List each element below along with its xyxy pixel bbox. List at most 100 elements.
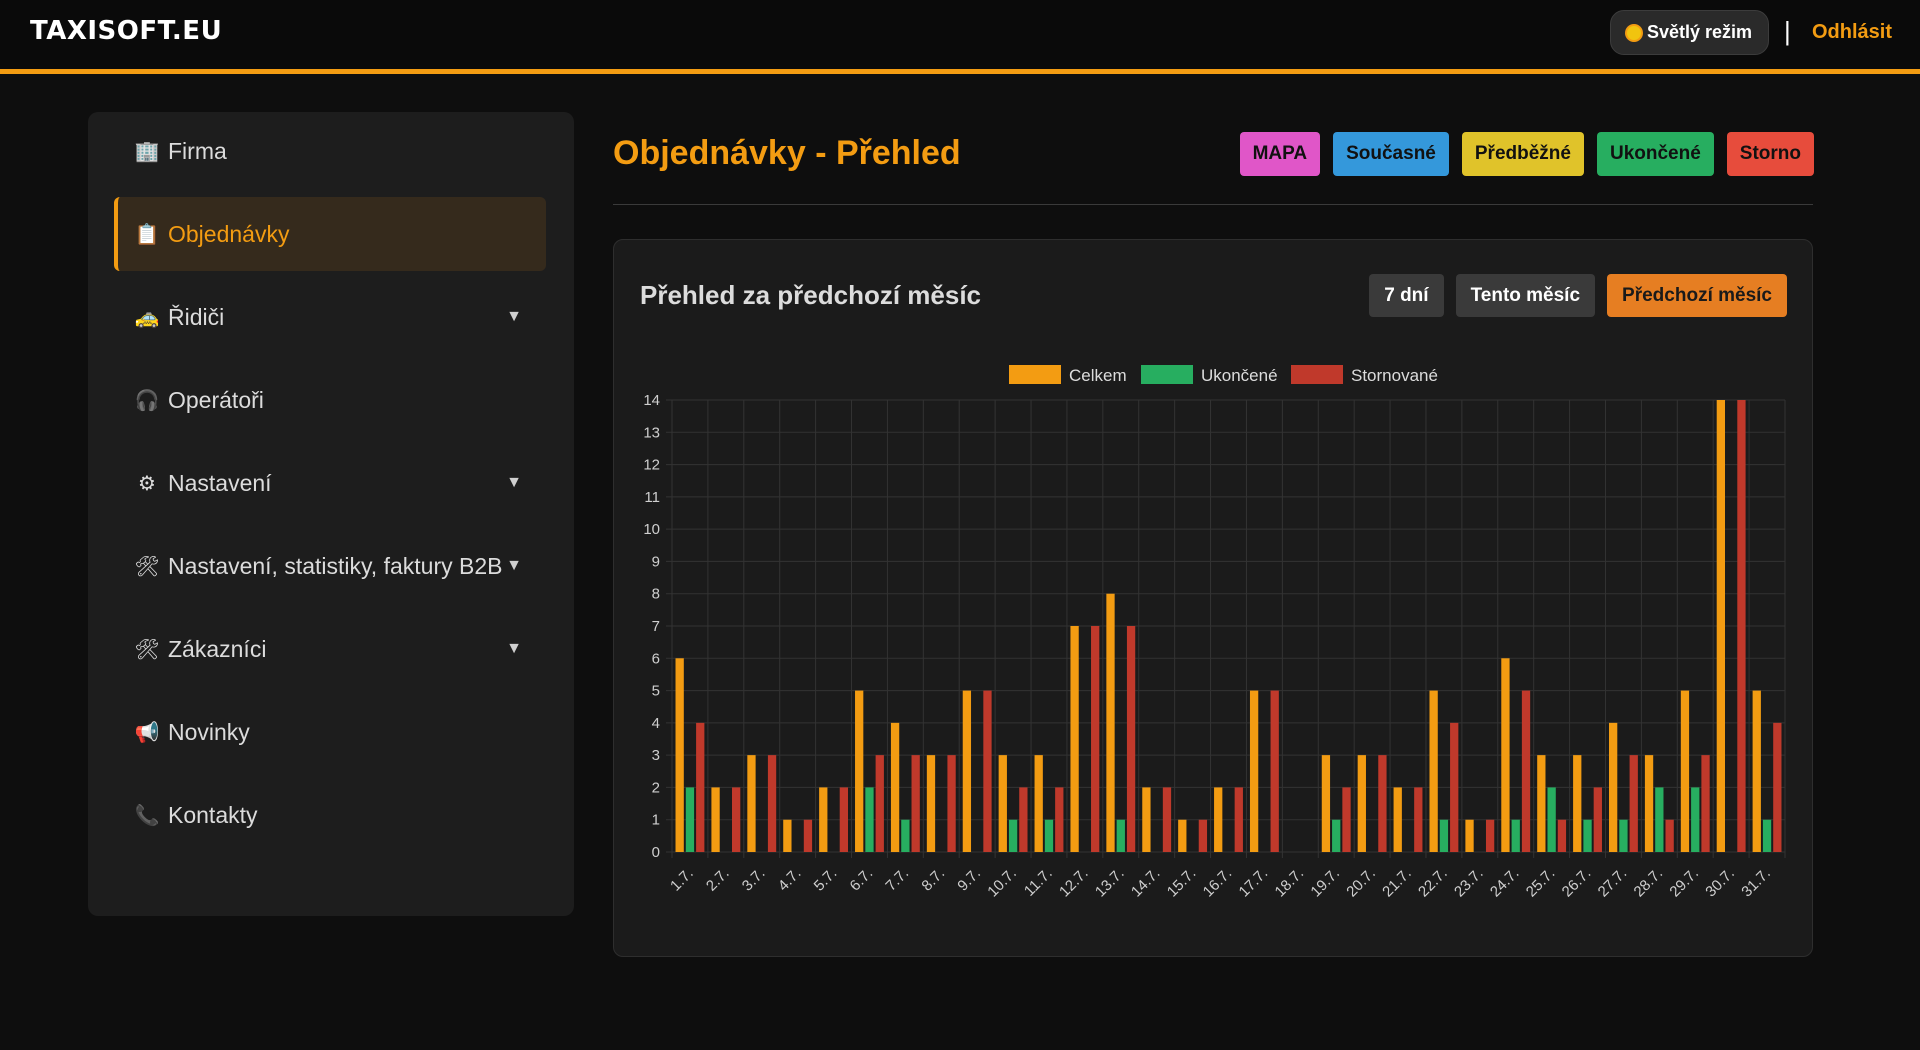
- bar-celkem: [1034, 755, 1043, 852]
- title-divider: [613, 204, 1813, 205]
- sidebar-item-2[interactable]: 📋 Objednávky: [114, 197, 546, 271]
- x-tick-label: 15.7.: [1164, 865, 1200, 901]
- y-tick-label: 9: [652, 553, 660, 570]
- bar-ukončené: [685, 787, 695, 852]
- bar-stornované: [1557, 819, 1567, 852]
- sidebar-item-9[interactable]: 📞 Kontakty: [114, 778, 546, 852]
- y-tick-label: 2: [652, 779, 660, 796]
- filter-button-4[interactable]: Ukončené: [1596, 132, 1714, 176]
- sidebar-item-8[interactable]: 📢 Novinky: [114, 695, 546, 769]
- bar-stornované: [1091, 626, 1100, 852]
- filter-button-5[interactable]: Storno: [1726, 132, 1814, 176]
- x-tick-label: 16.7.: [1200, 865, 1236, 901]
- x-tick-label: 1.7.: [667, 865, 697, 895]
- bar-celkem: [1214, 787, 1223, 852]
- sidebar-item-3[interactable]: 🚕 Řidiči ▼: [114, 280, 546, 354]
- x-tick-label: 25.7.: [1523, 865, 1559, 901]
- bar-celkem: [1501, 658, 1510, 852]
- sun-icon: [1627, 25, 1641, 40]
- bar-ukončené: [1655, 787, 1664, 852]
- chevron-down-icon[interactable]: ▼: [506, 308, 522, 325]
- bar-celkem: [1070, 626, 1079, 852]
- bar-celkem: [855, 690, 864, 852]
- filter-button-3[interactable]: Předběžné: [1461, 132, 1584, 176]
- x-tick-label: 7.7.: [882, 865, 912, 895]
- bar-celkem: [1573, 755, 1582, 852]
- y-tick-label: 0: [652, 844, 660, 861]
- sidebar-item-4[interactable]: 🎧 Operátoři: [114, 363, 546, 437]
- bar-celkem: [819, 787, 828, 852]
- bar-celkem: [1106, 593, 1115, 852]
- bar-ukončené: [1583, 819, 1592, 852]
- x-tick-label: 21.7.: [1379, 865, 1415, 901]
- bar-ukončené: [1439, 819, 1449, 852]
- sidebar-item-5[interactable]: ⚙ Nastavení ▼: [114, 446, 546, 520]
- phone-icon: 📞: [134, 804, 160, 827]
- sidebar-item-label: Zákazníci: [168, 635, 267, 662]
- bar-celkem: [1142, 787, 1151, 852]
- filter-button-2[interactable]: Současné: [1333, 132, 1449, 176]
- bar-ukončené: [901, 819, 910, 852]
- sidebar-item-7[interactable]: 🛠 Zákazníci ▼: [114, 612, 546, 686]
- bar-stornované: [911, 755, 920, 852]
- x-tick-label: 27.7.: [1595, 865, 1631, 901]
- x-tick-label: 5.7.: [811, 865, 841, 895]
- filter-button-1[interactable]: MAPA: [1239, 132, 1321, 176]
- bar-celkem: [998, 755, 1007, 852]
- bar-stornované: [732, 787, 741, 852]
- top-navbar: TAXISOFT.EU Světlý režim | Odhlásit: [0, 0, 1920, 74]
- x-tick-label: 31.7.: [1738, 865, 1774, 901]
- bar-celkem: [1680, 690, 1690, 852]
- y-tick-label: 1: [652, 812, 660, 829]
- x-tick-label: 14.7.: [1128, 865, 1164, 901]
- chevron-down-icon[interactable]: ▼: [506, 474, 522, 491]
- x-tick-label: 23.7.: [1451, 865, 1487, 901]
- x-tick-label: 11.7.: [1021, 865, 1056, 900]
- bar-ukončené: [1511, 819, 1520, 852]
- period-button-3[interactable]: Předchozí měsíc: [1607, 274, 1787, 317]
- sidebar-item-label: Objednávky: [168, 220, 290, 247]
- y-tick-label: 4: [652, 715, 660, 732]
- headphones-icon: 🎧: [134, 389, 160, 412]
- bar-celkem: [1644, 755, 1654, 852]
- bar-celkem: [1716, 400, 1725, 852]
- period-button-2[interactable]: Tento měsíc: [1455, 274, 1596, 317]
- bar-stornované: [1521, 690, 1531, 852]
- order-filter-buttons: MAPA Současné Předběžné Ukončené Storno: [1239, 132, 1814, 176]
- chevron-down-icon[interactable]: ▼: [506, 640, 522, 657]
- x-tick-label: 20.7.: [1343, 865, 1379, 901]
- bar-stornované: [1198, 819, 1208, 852]
- bar-stornované: [1665, 819, 1674, 852]
- bar-stornované: [875, 755, 884, 852]
- bar-ukončené: [1332, 819, 1341, 852]
- x-tick-label: 17.7.: [1236, 865, 1272, 901]
- sidebar-item-6[interactable]: 🛠 Nastavení, statistiky, faktury B2B ▼: [114, 529, 546, 603]
- sidebar-item-label: Řidiči: [168, 303, 225, 330]
- period-selector: 7 dní Tento měsíc Předchozí měsíc: [1369, 274, 1787, 317]
- x-tick-label: 24.7.: [1487, 865, 1523, 901]
- bar-stornované: [1342, 787, 1351, 852]
- x-tick-label: 2.7.: [703, 865, 733, 895]
- y-tick-label: 8: [652, 586, 660, 603]
- logout-link[interactable]: Odhlásit: [1812, 21, 1893, 43]
- bar-celkem: [1608, 722, 1618, 852]
- chevron-down-icon[interactable]: ▼: [506, 557, 522, 574]
- light-mode-toggle-button[interactable]: Světlý režim: [1610, 10, 1770, 55]
- legend-swatch: [1291, 365, 1343, 384]
- sidebar-item-label: Kontakty: [168, 801, 258, 828]
- legend-swatch: [1009, 365, 1061, 384]
- bar-celkem: [1429, 690, 1438, 852]
- bar-celkem: [1249, 690, 1259, 852]
- legend-label: Stornované: [1351, 366, 1438, 385]
- y-tick-label: 14: [643, 392, 660, 409]
- x-tick-label: 3.7.: [739, 865, 769, 895]
- y-tick-label: 5: [652, 683, 660, 700]
- bar-stornované: [1162, 787, 1172, 852]
- brand-logo[interactable]: TAXISOFT.EU: [30, 16, 223, 46]
- bar-stornované: [1701, 755, 1710, 852]
- x-tick-label: 12.7.: [1056, 865, 1092, 901]
- sidebar-item-1[interactable]: 🏢 Firma: [114, 114, 546, 188]
- period-button-1[interactable]: 7 dní: [1369, 274, 1444, 317]
- bar-celkem: [890, 722, 900, 852]
- bar-celkem: [1393, 787, 1402, 852]
